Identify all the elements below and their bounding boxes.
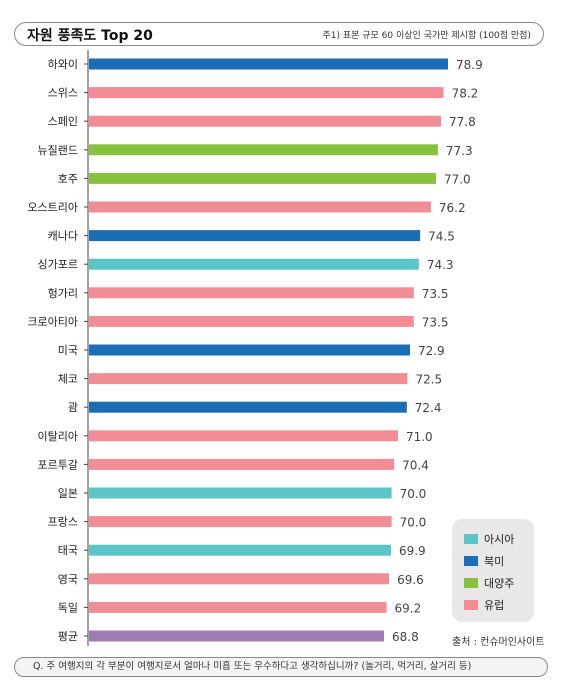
chart-note: 주1) 표본 규모 60 이상인 국가만 제시함 (100점 만점) [322, 31, 531, 41]
category-label: 오스트리아 [27, 201, 78, 214]
bar [89, 87, 444, 99]
value-label: 72.9 [418, 344, 445, 358]
bar [89, 516, 392, 528]
category-label: 프랑스 [48, 516, 78, 529]
bar [89, 172, 436, 184]
bar [89, 401, 407, 413]
bar [89, 201, 431, 213]
bar [89, 630, 384, 642]
bar [89, 544, 391, 556]
legend-item: 유럽 [464, 597, 504, 613]
chart-title: 자원 풍족도 Top 20 [27, 28, 153, 44]
value-label: 70.4 [402, 458, 429, 472]
category-label: 크로아티아 [27, 315, 78, 328]
category-label: 평균 [58, 630, 78, 643]
value-label: 74.3 [427, 258, 454, 272]
category-label: 일본 [58, 486, 78, 500]
category-label: 영국 [58, 573, 78, 586]
bar [89, 573, 390, 585]
legend-item: 아시아 [464, 531, 514, 547]
value-label: 77.0 [444, 172, 471, 186]
bar [89, 458, 395, 470]
value-label: 72.5 [415, 373, 442, 387]
category-label: 뉴질랜드 [38, 144, 78, 157]
value-label: 73.5 [422, 315, 449, 329]
value-label: 72.4 [415, 401, 442, 415]
category-label: 체코 [58, 373, 78, 386]
legend-swatch [464, 578, 478, 588]
value-label: 70.0 [400, 487, 427, 501]
category-label: 독일 [58, 600, 78, 614]
bar [89, 58, 448, 70]
legend-item: 북미 [464, 553, 504, 569]
category-label: 싱가포르 [38, 258, 78, 271]
legend-swatch [464, 556, 478, 566]
bar [89, 115, 442, 127]
value-label: 70.0 [400, 516, 427, 530]
value-label: 78.9 [456, 58, 483, 72]
bar [89, 373, 408, 385]
value-label: 78.2 [452, 87, 479, 101]
category-label: 포르투갈 [38, 457, 78, 471]
bar [89, 430, 398, 442]
source-text: 출처 : 컨슈머인사이트 [452, 637, 545, 648]
value-label: 76.2 [439, 201, 466, 215]
value-label: 77.8 [449, 115, 476, 129]
legend-label: 아시아 [484, 533, 515, 546]
bar [89, 230, 421, 242]
legend-label: 대양주 [484, 577, 515, 590]
value-label: 77.3 [446, 144, 473, 158]
bar [89, 487, 392, 499]
survey-question: Q. 주 여행지의 각 부분이 여행지로서 얼마나 미흡 또는 우수하다고 생각… [14, 657, 548, 677]
bar [89, 344, 410, 356]
category-label: 호주 [58, 172, 78, 185]
bar [89, 258, 419, 270]
value-label: 68.8 [392, 630, 419, 644]
bar [89, 315, 414, 327]
chart-header: 자원 풍족도 Top 20 주1) 표본 규모 60 이상인 국가만 제시함 (… [14, 22, 544, 46]
bar [89, 144, 438, 156]
legend-label: 북미 [484, 555, 505, 568]
category-label: 캐나다 [48, 230, 78, 243]
category-label: 미국 [58, 344, 78, 357]
category-label: 스위스 [48, 87, 78, 100]
category-label: 헝가리 [48, 287, 78, 300]
bar-chart: 하와이 78.9 스위스 78.2 스페인 77.8 뉴질랜드 77.3 호주 77.0 오스트리아… [27, 50, 483, 646]
value-label: 71.0 [406, 430, 433, 444]
legend-swatch [464, 600, 478, 610]
category-label: 태국 [58, 544, 78, 557]
value-label: 69.6 [397, 573, 424, 587]
category-label: 스페인 [48, 115, 78, 128]
category-label: 하와이 [48, 57, 78, 71]
value-label: 69.9 [399, 544, 426, 558]
category-label: 이탈리아 [38, 430, 78, 443]
value-label: 74.5 [428, 230, 455, 244]
value-label: 73.5 [422, 287, 449, 301]
legend-item: 대양주 [464, 575, 514, 591]
value-label: 69.2 [395, 601, 422, 615]
bar [89, 601, 387, 613]
category-label: 괌 [68, 401, 78, 414]
legend-label: 유럽 [484, 599, 505, 612]
legend-swatch [464, 534, 478, 544]
bar [89, 287, 414, 299]
